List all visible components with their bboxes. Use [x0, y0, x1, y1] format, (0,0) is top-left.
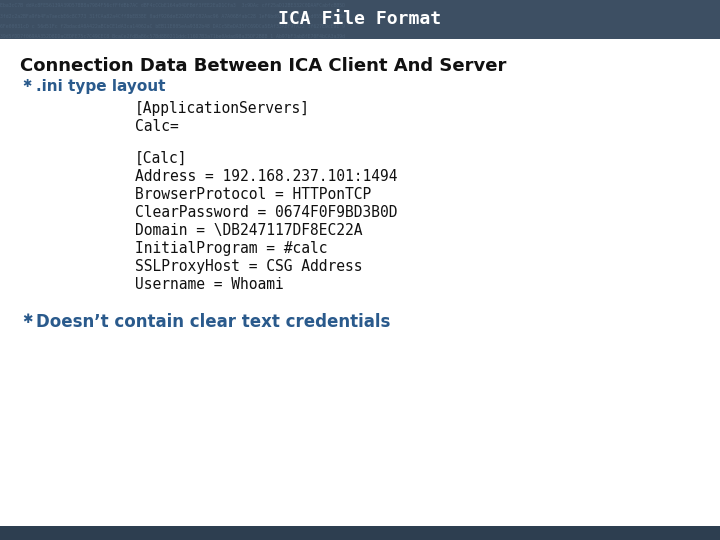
Text: SSLProxyHost = CSG Address: SSLProxyHost = CSG Address	[135, 259, 362, 274]
Text: Calc=: Calc=	[135, 119, 179, 134]
Text: Eba3cC7B ddAc8FE56139A39D578B8a7984F56cfFfdBb7AC dBF4cCCbE164a04DFBdf3fEE2EaD1Cf: Eba3cC7B ddAc8FE56139A39D578B8a7984F56cf…	[0, 3, 345, 8]
Text: 3fd2c2a2BFa9fb4Fa7aecbE6c8C773 31fCAa82a4Cff8bEB38E 0adf926deE22AD0FC02Aac96 A7A: 3fd2c2a2BFa9fb4Fa7aecbE6c8C773 31fCAa82a…	[0, 14, 345, 19]
Text: .ini type layout: .ini type layout	[36, 79, 166, 94]
Text: [ApplicationServers]: [ApplicationServers]	[135, 101, 310, 116]
Text: Domain = \DB247117DF8EC22A: Domain = \DB247117DF8EC22A	[135, 223, 362, 238]
Text: Doesn’t contain clear text credentials: Doesn’t contain clear text credentials	[36, 313, 390, 331]
Text: Address = 192.168.237.101:1494: Address = 192.168.237.101:1494	[135, 169, 397, 184]
Text: ✱: ✱	[22, 79, 32, 89]
Text: ICA File Format: ICA File Format	[279, 10, 441, 29]
Text: Username = Whoami: Username = Whoami	[135, 277, 284, 292]
Text: ClearPassword = 0674F0F9BD3B0D: ClearPassword = 0674F0F9BD3B0D	[135, 205, 397, 220]
Text: [Calc]: [Calc]	[135, 151, 187, 166]
Text: InitialProgram = #calc: InitialProgram = #calc	[135, 241, 328, 256]
Text: 6Fe00031cD c 56d51Fc f2bdacdA0A422aBCbCE1dA3ca14062aC bEB11E005eAa9382b48 DACc5E: 6Fe00031cD c 56d51Fc f2bdacdA0A422aBCbCE…	[0, 24, 345, 29]
Text: 39d5fDD7f069AA352D8DDaCEDFE75c7C49CEC8 BcaCe2fdBaB6c57Bd8B0211ddc116D7B3a71be0Ad: 39d5fDD7f069AA352D8DDaCEDFE75c7C49CEC8 B…	[0, 35, 345, 39]
Text: BrowserProtocol = HTTPonTCP: BrowserProtocol = HTTPonTCP	[135, 187, 372, 202]
Text: ✱: ✱	[22, 313, 32, 326]
Text: Connection Data Between ICA Client And Server: Connection Data Between ICA Client And S…	[20, 57, 506, 75]
